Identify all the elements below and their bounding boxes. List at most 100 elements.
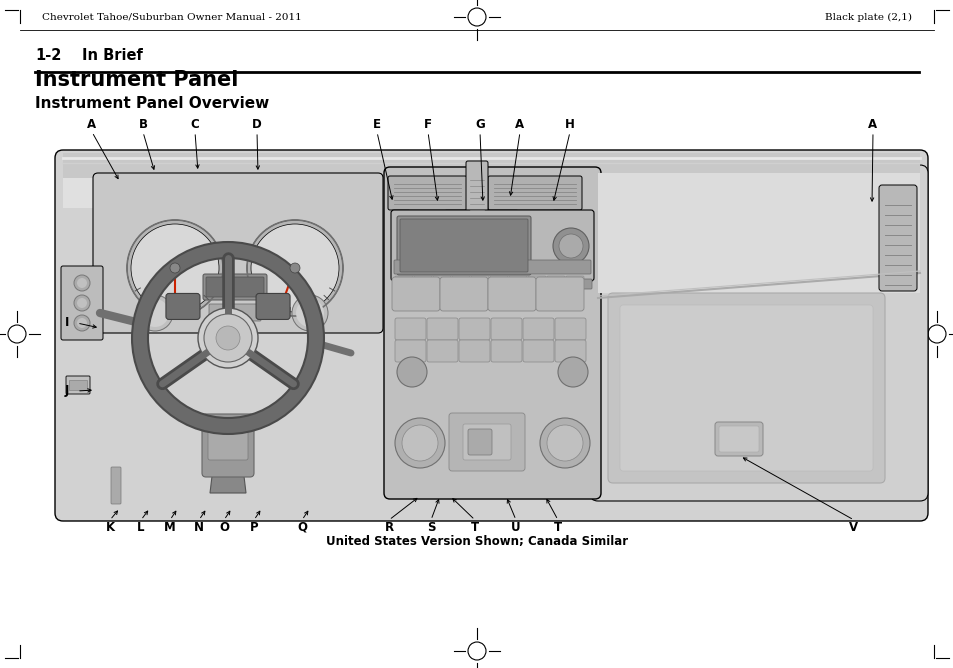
Text: F: F (423, 118, 432, 131)
Circle shape (539, 418, 589, 468)
Text: Instrument Panel Overview: Instrument Panel Overview (35, 96, 269, 111)
FancyBboxPatch shape (536, 277, 583, 311)
FancyBboxPatch shape (468, 429, 492, 455)
Text: D: D (252, 118, 262, 131)
FancyBboxPatch shape (462, 424, 511, 460)
FancyBboxPatch shape (488, 277, 536, 311)
Circle shape (77, 298, 87, 308)
FancyBboxPatch shape (490, 276, 507, 286)
Text: 1-2: 1-2 (35, 48, 61, 63)
FancyBboxPatch shape (458, 340, 490, 362)
Circle shape (198, 308, 257, 368)
FancyBboxPatch shape (458, 318, 490, 340)
FancyBboxPatch shape (522, 318, 554, 340)
FancyBboxPatch shape (395, 318, 426, 340)
Circle shape (396, 357, 427, 387)
FancyBboxPatch shape (394, 260, 590, 274)
Circle shape (127, 220, 223, 316)
FancyBboxPatch shape (395, 340, 426, 362)
FancyBboxPatch shape (878, 185, 916, 291)
Circle shape (401, 425, 437, 461)
Text: Instrument Panel: Instrument Panel (35, 70, 238, 90)
FancyBboxPatch shape (392, 277, 439, 311)
FancyBboxPatch shape (517, 210, 554, 223)
Text: United States Version Shown; Canada Similar: United States Version Shown; Canada Simi… (326, 535, 627, 548)
Circle shape (215, 326, 240, 350)
Text: A: A (88, 118, 96, 131)
Text: I: I (65, 317, 70, 329)
FancyBboxPatch shape (414, 276, 432, 286)
Text: C: C (191, 118, 199, 131)
Circle shape (553, 228, 588, 264)
Circle shape (290, 263, 299, 273)
FancyBboxPatch shape (439, 277, 488, 311)
FancyBboxPatch shape (491, 340, 521, 362)
Circle shape (170, 263, 180, 273)
Circle shape (295, 299, 324, 327)
FancyBboxPatch shape (399, 219, 527, 272)
Text: P: P (250, 521, 258, 534)
Circle shape (131, 224, 219, 312)
Circle shape (247, 220, 343, 316)
Circle shape (141, 299, 169, 327)
FancyBboxPatch shape (452, 276, 470, 286)
Text: S: S (426, 521, 435, 534)
Text: Black plate (2,1): Black plate (2,1) (824, 13, 911, 21)
FancyBboxPatch shape (491, 318, 521, 340)
FancyBboxPatch shape (427, 340, 457, 362)
Text: U: U (511, 521, 520, 534)
Circle shape (292, 295, 328, 331)
Circle shape (74, 315, 90, 331)
Text: T: T (471, 521, 478, 534)
FancyBboxPatch shape (166, 293, 200, 319)
Bar (69, 380, 87, 390)
FancyBboxPatch shape (471, 276, 489, 286)
FancyBboxPatch shape (203, 274, 267, 300)
Text: A: A (867, 118, 877, 131)
FancyBboxPatch shape (714, 422, 762, 456)
Circle shape (74, 275, 90, 291)
Circle shape (558, 357, 587, 387)
Polygon shape (210, 426, 246, 493)
Circle shape (204, 314, 252, 362)
FancyBboxPatch shape (396, 216, 531, 275)
FancyBboxPatch shape (393, 279, 592, 289)
Text: T: T (554, 521, 561, 534)
FancyBboxPatch shape (509, 276, 526, 286)
FancyBboxPatch shape (55, 150, 927, 521)
FancyBboxPatch shape (527, 276, 545, 286)
FancyBboxPatch shape (619, 305, 872, 471)
Text: Q: Q (296, 521, 307, 534)
FancyBboxPatch shape (391, 210, 594, 281)
Bar (63, 153, 919, 178)
Text: N: N (193, 521, 204, 534)
Text: In Brief: In Brief (82, 48, 143, 63)
FancyBboxPatch shape (565, 276, 583, 286)
Text: H: H (564, 118, 575, 131)
FancyBboxPatch shape (395, 276, 413, 286)
FancyBboxPatch shape (555, 318, 585, 340)
FancyBboxPatch shape (208, 431, 248, 460)
FancyBboxPatch shape (209, 304, 261, 321)
Circle shape (558, 234, 582, 258)
FancyBboxPatch shape (433, 276, 451, 286)
Text: G: G (475, 118, 484, 131)
Circle shape (251, 224, 338, 312)
FancyBboxPatch shape (66, 376, 90, 394)
FancyBboxPatch shape (255, 293, 290, 319)
Text: O: O (219, 521, 229, 534)
FancyBboxPatch shape (388, 176, 467, 210)
Circle shape (77, 278, 87, 288)
FancyBboxPatch shape (449, 413, 524, 471)
Text: J: J (65, 385, 70, 397)
FancyBboxPatch shape (719, 426, 759, 452)
Text: PRNDL: PRNDL (227, 311, 243, 315)
Circle shape (137, 295, 172, 331)
FancyBboxPatch shape (465, 161, 488, 220)
FancyBboxPatch shape (546, 276, 564, 286)
Polygon shape (63, 158, 919, 208)
FancyBboxPatch shape (427, 318, 457, 340)
Text: M: M (164, 521, 175, 534)
Text: B: B (138, 118, 148, 131)
Text: R: R (384, 521, 394, 534)
